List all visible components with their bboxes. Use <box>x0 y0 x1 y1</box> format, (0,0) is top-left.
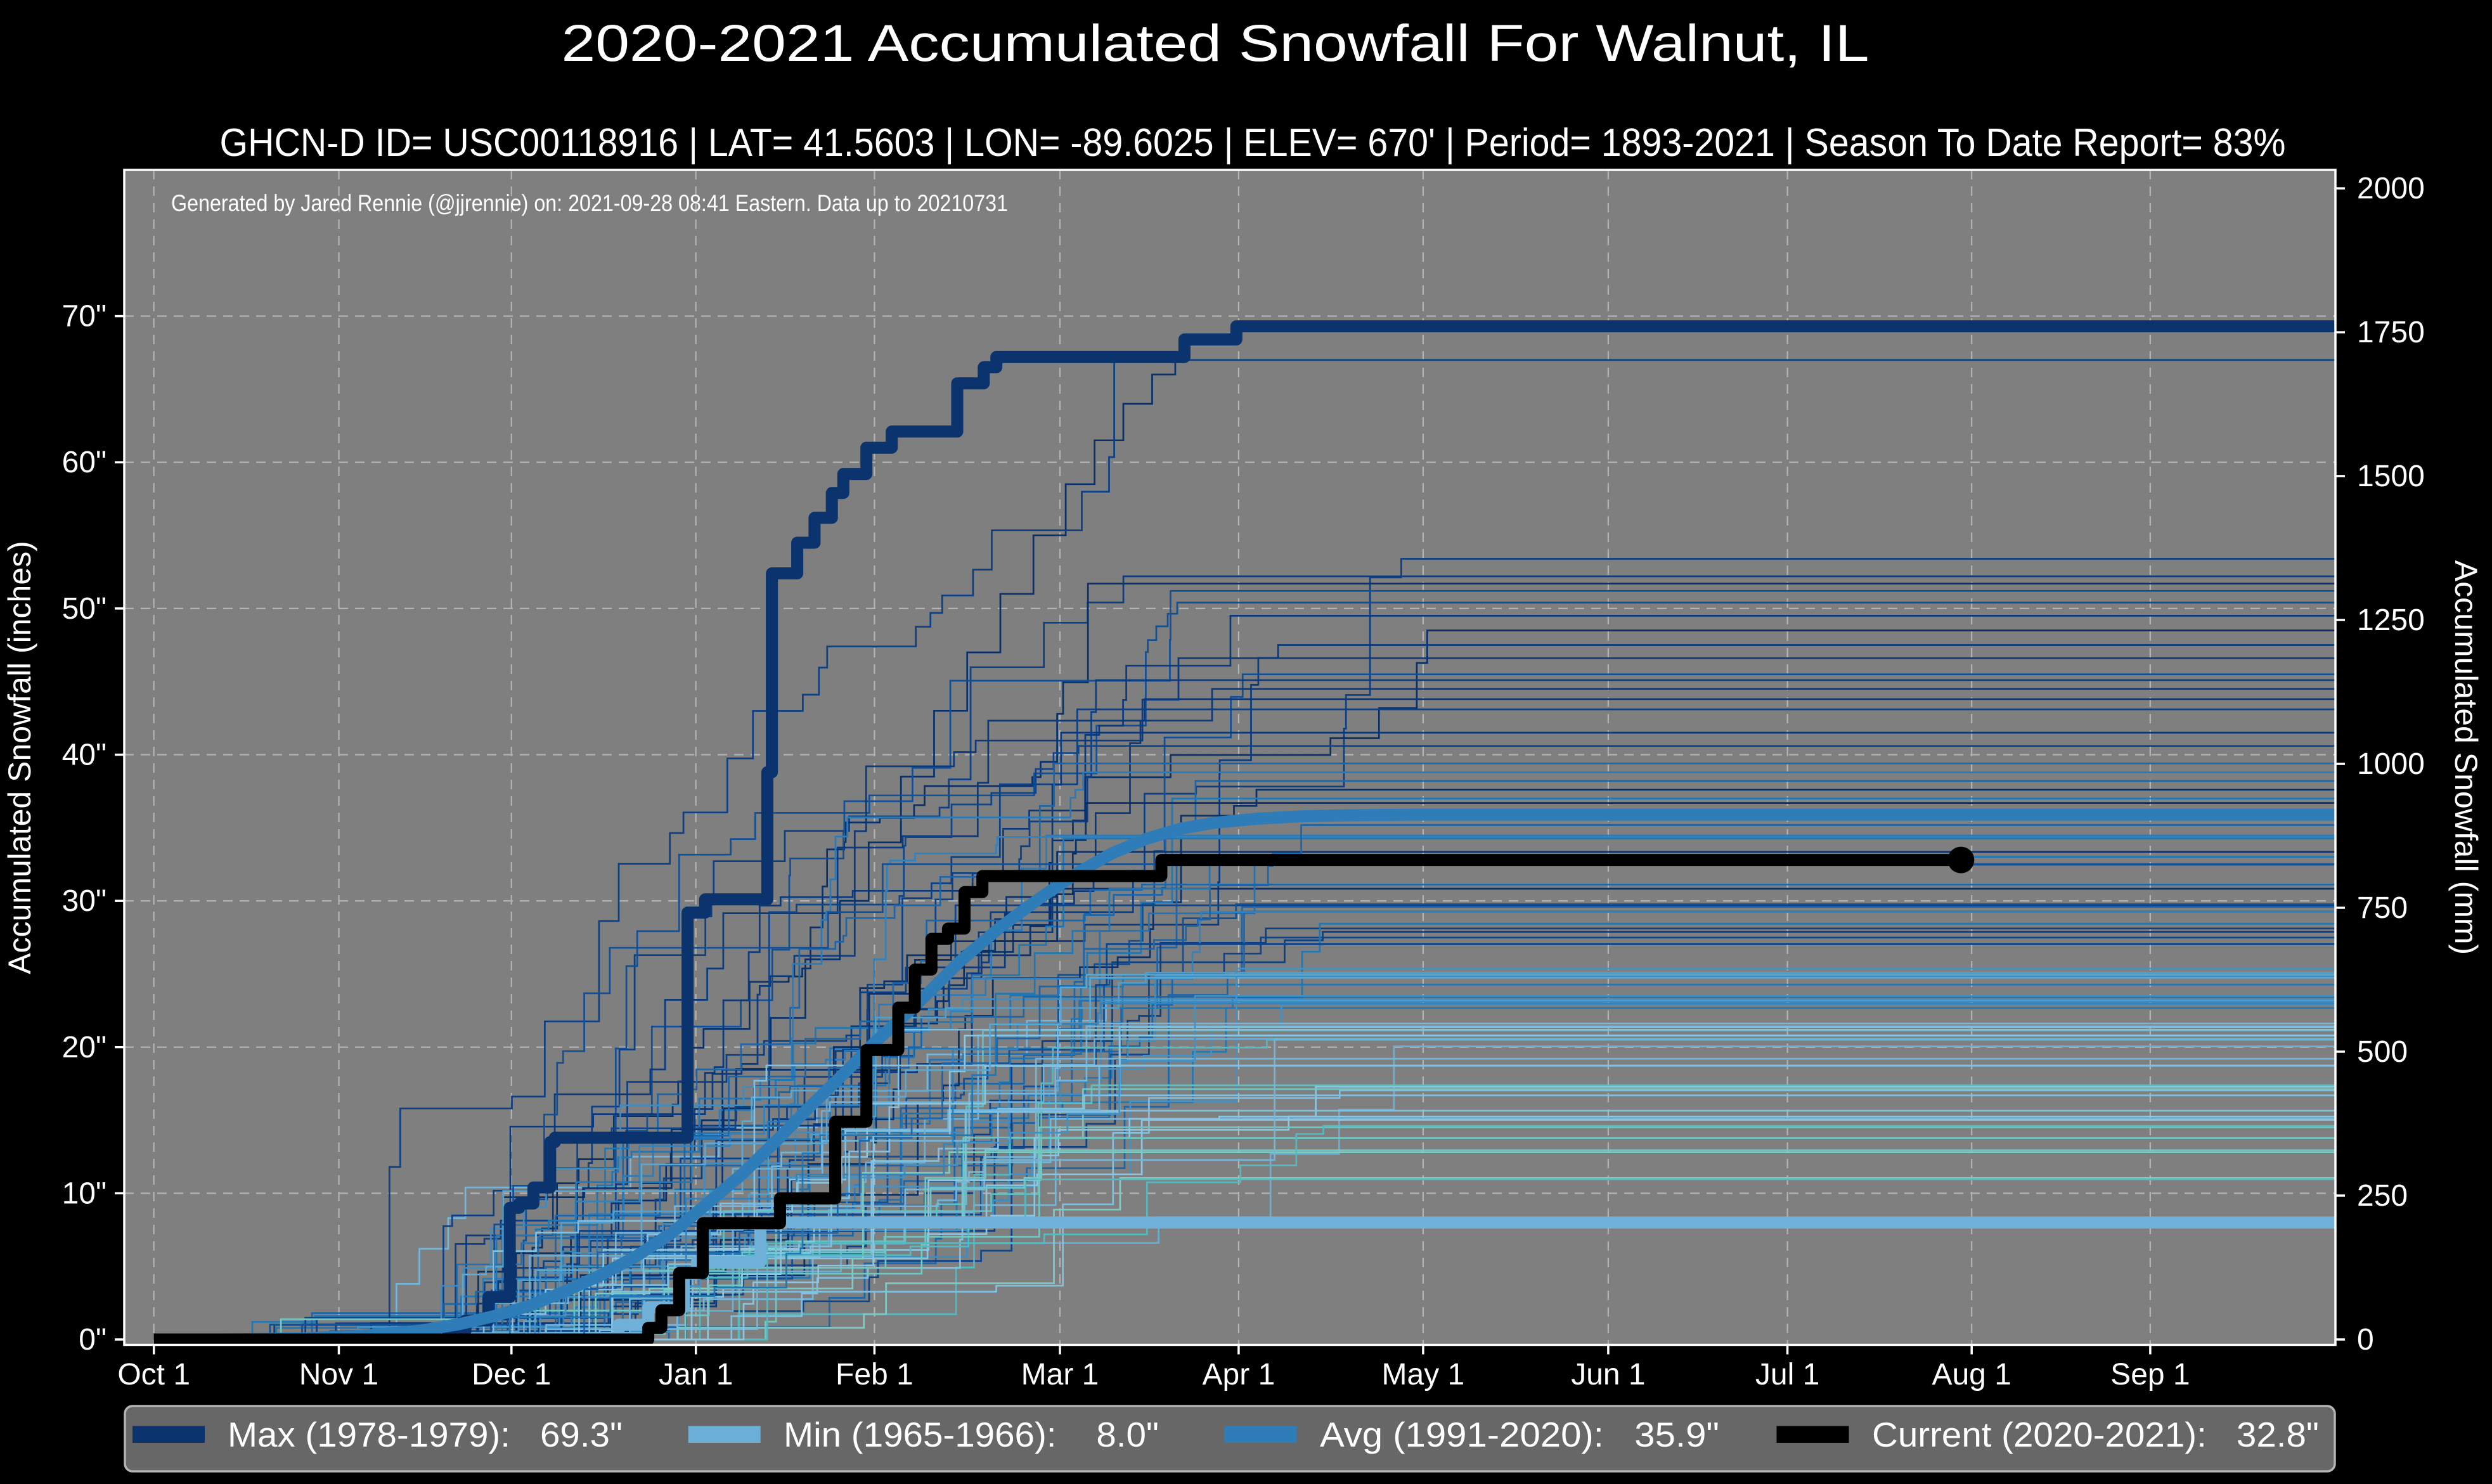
svg-text:0: 0 <box>2357 1323 2374 1357</box>
svg-text:2000: 2000 <box>2357 172 2425 205</box>
svg-text:Apr 1: Apr 1 <box>1203 1358 1275 1391</box>
svg-text:500: 500 <box>2357 1035 2408 1069</box>
svg-text:Jul 1: Jul 1 <box>1755 1358 1819 1391</box>
svg-text:70": 70" <box>62 300 107 333</box>
svg-text:2020-2021 Accumulated Snowfall: 2020-2021 Accumulated Snowfall For Walnu… <box>562 15 1869 72</box>
svg-text:250: 250 <box>2357 1179 2408 1213</box>
svg-text:Generated by Jared Rennie (@jj: Generated by Jared Rennie (@jjrennie) on… <box>171 190 1008 216</box>
svg-text:750: 750 <box>2357 891 2408 925</box>
svg-text:10": 10" <box>62 1177 107 1210</box>
svg-text:Mar 1: Mar 1 <box>1021 1358 1099 1391</box>
svg-text:40": 40" <box>62 739 107 772</box>
svg-text:Avg (1991-2020): 35.9": Avg (1991-2020): 35.9" <box>1320 1415 1719 1454</box>
svg-text:Aug 1: Aug 1 <box>1932 1358 2011 1391</box>
svg-text:Max (1978-1979): 69.3": Max (1978-1979): 69.3" <box>228 1415 623 1454</box>
svg-text:Accumulated Snowfall (inches): Accumulated Snowfall (inches) <box>2 541 37 974</box>
svg-text:May 1: May 1 <box>1382 1358 1465 1391</box>
svg-text:Jan 1: Jan 1 <box>659 1358 733 1391</box>
svg-text:Accumulated Snowfall (mm): Accumulated Snowfall (mm) <box>2448 560 2484 955</box>
svg-text:Nov 1: Nov 1 <box>299 1358 378 1391</box>
svg-text:1250: 1250 <box>2357 603 2425 637</box>
svg-text:Oct 1: Oct 1 <box>117 1358 190 1391</box>
svg-text:30": 30" <box>62 884 107 918</box>
svg-text:GHCN-D ID= USC00118916 | LAT=: GHCN-D ID= USC00118916 | LAT= 41.5603 | … <box>220 121 2286 165</box>
svg-text:1000: 1000 <box>2357 747 2425 781</box>
svg-text:20": 20" <box>62 1031 107 1064</box>
svg-text:Jun 1: Jun 1 <box>1571 1358 1645 1391</box>
svg-text:1500: 1500 <box>2357 460 2425 493</box>
svg-text:Current (2020-2021): 32.8": Current (2020-2021): 32.8" <box>1872 1415 2319 1454</box>
svg-text:60": 60" <box>62 446 107 479</box>
svg-text:50": 50" <box>62 592 107 626</box>
svg-text:0": 0" <box>79 1323 107 1357</box>
svg-text:Min (1965-1966): 8.0": Min (1965-1966): 8.0" <box>784 1415 1159 1454</box>
svg-text:Dec 1: Dec 1 <box>472 1358 551 1391</box>
svg-text:1750: 1750 <box>2357 316 2425 349</box>
svg-text:Sep 1: Sep 1 <box>2110 1358 2190 1391</box>
svg-text:Feb 1: Feb 1 <box>836 1358 914 1391</box>
